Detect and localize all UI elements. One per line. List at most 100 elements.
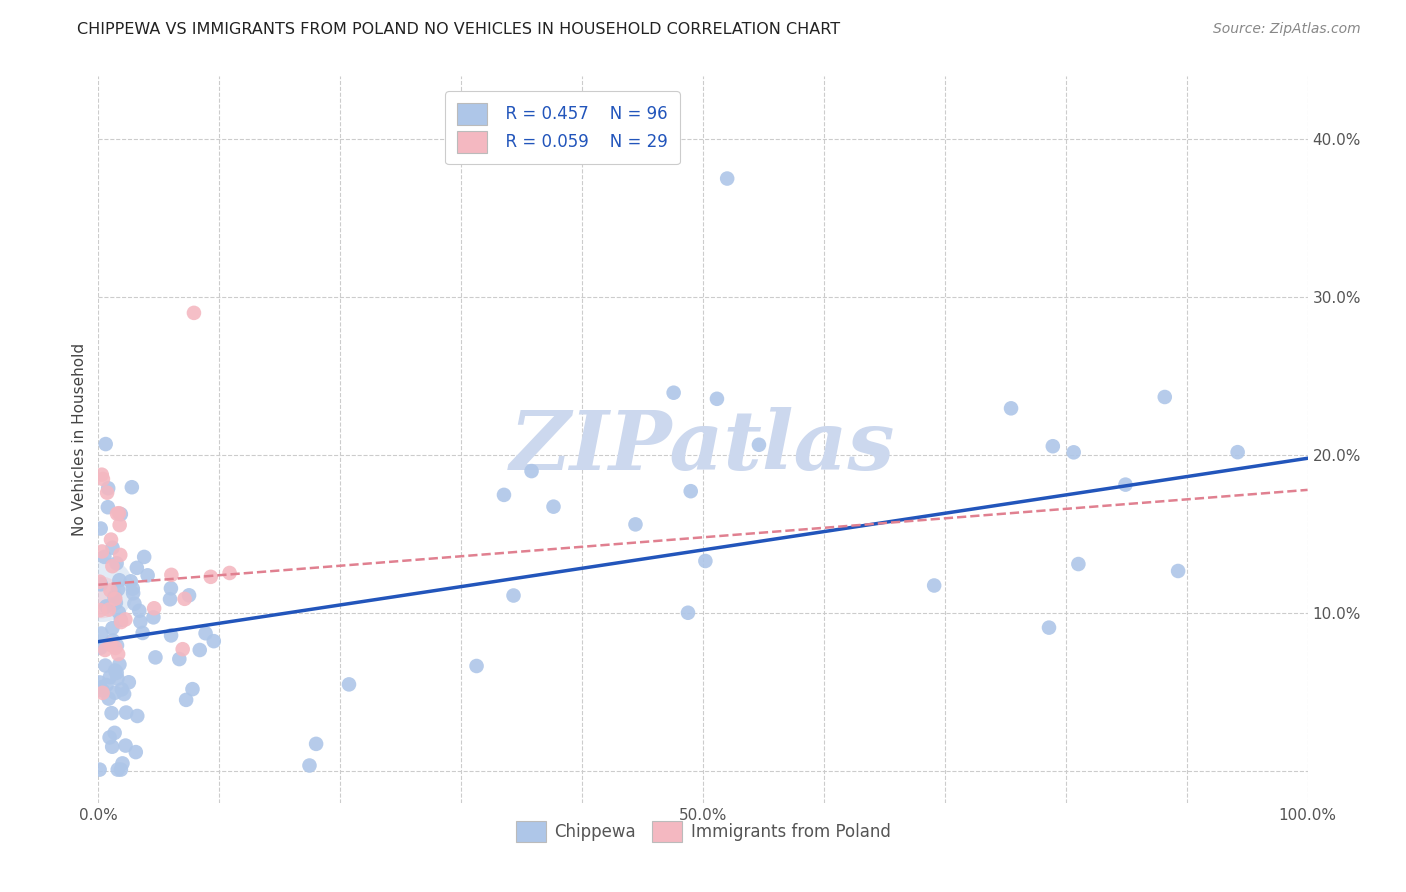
Point	[96, 599, 118, 614]
Point	[143, 601, 166, 615]
Point	[101, 633, 124, 648]
Point	[128, 604, 150, 618]
Point	[105, 665, 128, 680]
Point	[160, 628, 183, 642]
Point	[89, 681, 111, 695]
Point	[94, 437, 117, 451]
Point	[98, 670, 121, 684]
Point	[105, 507, 128, 521]
Point	[111, 756, 134, 771]
Point	[748, 438, 770, 452]
Point	[108, 506, 131, 520]
Point	[101, 621, 124, 635]
Point	[679, 484, 702, 499]
Point	[1167, 564, 1189, 578]
Text: Source: ZipAtlas.com: Source: ZipAtlas.com	[1213, 22, 1361, 37]
Point	[94, 658, 117, 673]
Point	[465, 659, 488, 673]
Point	[90, 582, 112, 597]
Point	[104, 664, 127, 678]
Text: CHIPPEWA VS IMMIGRANTS FROM POLAND NO VEHICLES IN HOUSEHOLD CORRELATION CHART: CHIPPEWA VS IMMIGRANTS FROM POLAND NO VE…	[77, 22, 841, 37]
Point	[91, 472, 114, 486]
Point	[142, 610, 165, 624]
Point	[107, 763, 129, 777]
Point	[124, 597, 146, 611]
Point	[91, 683, 114, 698]
Point	[89, 603, 111, 617]
Point	[114, 739, 136, 753]
Point	[121, 480, 143, 494]
Point	[97, 500, 120, 515]
Point	[160, 567, 183, 582]
Point	[108, 657, 131, 672]
Point	[655, 108, 678, 122]
Point	[110, 507, 132, 521]
Point	[120, 574, 142, 589]
Point	[136, 568, 159, 582]
Point	[89, 574, 111, 589]
Point	[104, 686, 127, 700]
Point	[105, 639, 128, 653]
Point	[716, 171, 738, 186]
Point	[90, 522, 112, 536]
Point	[104, 591, 127, 606]
Point	[90, 467, 112, 482]
Point	[520, 464, 543, 478]
Point	[101, 541, 124, 555]
Point	[337, 677, 360, 691]
Point	[90, 591, 112, 605]
Point	[129, 615, 152, 629]
Point	[89, 640, 111, 655]
Point	[1067, 557, 1090, 571]
Point	[922, 578, 945, 592]
Point	[202, 634, 225, 648]
Point	[1153, 390, 1175, 404]
Point	[181, 682, 204, 697]
Point	[1000, 401, 1022, 416]
Point	[676, 606, 699, 620]
Point	[89, 763, 111, 777]
Point	[110, 548, 132, 562]
Point	[305, 737, 328, 751]
Point	[173, 591, 195, 606]
Point	[104, 726, 127, 740]
Point	[90, 577, 112, 591]
Point	[200, 570, 222, 584]
Point	[108, 573, 131, 587]
Point	[97, 481, 120, 495]
Point	[160, 582, 183, 596]
Point	[104, 596, 127, 610]
Point	[169, 652, 191, 666]
Point	[108, 606, 131, 620]
Point	[172, 642, 194, 657]
Point	[115, 706, 138, 720]
Point	[122, 586, 145, 600]
Point	[624, 517, 647, 532]
Point	[110, 763, 132, 777]
Point	[91, 686, 114, 700]
Point	[107, 672, 129, 686]
Point	[114, 612, 136, 626]
Y-axis label: No Vehicles in Household: No Vehicles in Household	[72, 343, 87, 536]
Point	[90, 626, 112, 640]
Point	[101, 559, 124, 574]
Point	[110, 613, 132, 627]
Point	[103, 590, 125, 604]
Point	[108, 518, 131, 533]
Point	[706, 392, 728, 406]
Point	[298, 758, 321, 772]
Text: ZIPatlas: ZIPatlas	[510, 407, 896, 486]
Point	[1038, 621, 1060, 635]
Point	[104, 640, 127, 655]
Point	[100, 638, 122, 652]
Point	[101, 739, 124, 754]
Point	[118, 675, 141, 690]
Point	[97, 602, 120, 616]
Point	[98, 731, 121, 745]
Point	[502, 589, 524, 603]
Point	[183, 306, 205, 320]
Point	[695, 554, 717, 568]
Point	[107, 582, 129, 597]
Point	[159, 592, 181, 607]
Point	[96, 678, 118, 692]
